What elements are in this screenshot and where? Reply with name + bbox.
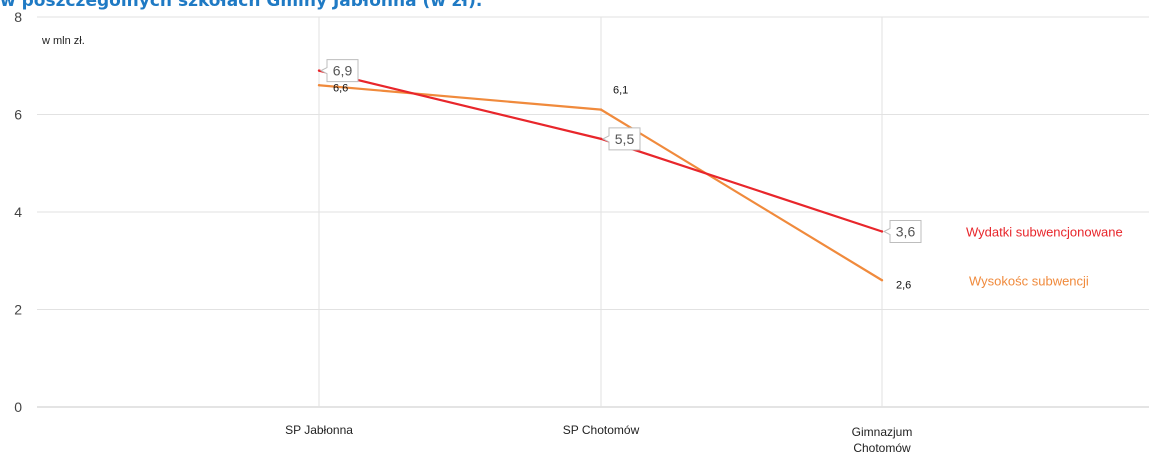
data-label-box [319, 59, 359, 83]
series-lines [317, 69, 884, 282]
data-label: 6,6 [333, 82, 348, 94]
data-label-box [601, 127, 641, 151]
y-tick-label: 6 [14, 107, 22, 123]
unit-label: w mln zł. [41, 35, 85, 47]
gridlines [37, 16, 1149, 408]
chart-title: w poszczególnych szkołach Gminy Jabłonna… [0, 0, 483, 11]
data-label: 3,6 [896, 224, 916, 240]
data-point [599, 108, 603, 111]
x-tick-label: SP Chotomów [563, 423, 640, 437]
x-tick-label: SP Jabłonna [285, 423, 353, 437]
data-label: 6,9 [333, 63, 353, 79]
data-label: 2,6 [896, 279, 911, 291]
y-tick-label: 8 [14, 9, 22, 25]
y-tick-label: 0 [14, 399, 22, 415]
x-tick-label: Gimnazjum Chotomów [852, 425, 913, 454]
data-label-box [882, 220, 922, 243]
y-axis-ticks: 0 2 4 6 8 [14, 9, 22, 415]
data-label: 6,1 [613, 85, 628, 97]
legend-entry: Wydatki subwencjonowane [966, 225, 1123, 240]
y-tick-label: 4 [14, 204, 22, 220]
data-point [317, 84, 321, 87]
data-point [880, 279, 884, 282]
x-axis-ticks: SP Jabłonna SP Chotomów Gimnazjum Chotomów [285, 423, 912, 454]
data-point [317, 69, 321, 72]
legend: Wydatki subwencjonowane Wysokośc subwencj… [966, 225, 1123, 289]
data-label: 5,5 [615, 131, 635, 147]
legend-entry: Wysokośc subwencji [969, 273, 1089, 288]
data-labels: 6,9 5,5 3,6 6,6 6,1 2,6 [319, 59, 922, 291]
data-point [599, 137, 603, 141]
data-point [880, 230, 884, 233]
y-tick-label: 2 [14, 302, 22, 318]
